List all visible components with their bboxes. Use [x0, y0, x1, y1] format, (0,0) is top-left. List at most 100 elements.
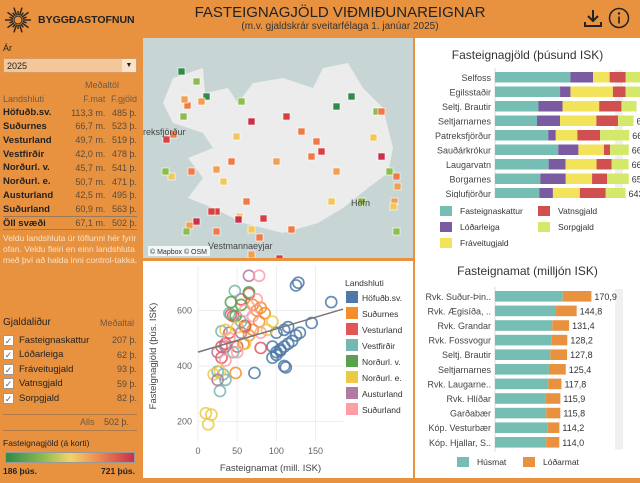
bar-segment[interactable]: [495, 72, 570, 83]
bar-segment[interactable]: [495, 306, 556, 317]
legend-label[interactable]: Suðurland: [362, 405, 401, 415]
download-icon[interactable]: [582, 7, 604, 29]
map-marker[interactable]: [276, 255, 283, 258]
bar-segment[interactable]: [550, 349, 567, 360]
map-marker[interactable]: [198, 98, 205, 105]
legend-item[interactable]: Fasteignaskattur: [440, 206, 523, 216]
fee-checkbox[interactable]: ✓: [3, 378, 14, 389]
map-marker[interactable]: [256, 234, 263, 241]
map-marker[interactable]: [238, 98, 245, 105]
legend-item[interactable]: Sorpgjald: [538, 222, 594, 232]
bar-segment[interactable]: [570, 72, 593, 83]
map-attribution[interactable]: © Mapbox © OSM: [150, 248, 207, 256]
region-row[interactable]: Norðurl. e.50,7 m.471 þ.: [3, 175, 137, 189]
bar-segment[interactable]: [552, 320, 569, 331]
bar-segment[interactable]: [495, 335, 551, 346]
bar-segment[interactable]: [593, 72, 610, 83]
scatter-point[interactable]: [230, 367, 241, 378]
scatter-point[interactable]: [203, 419, 214, 430]
bar-segment[interactable]: [626, 87, 640, 98]
bar-segment[interactable]: [613, 87, 626, 98]
legend-swatch[interactable]: [346, 339, 358, 351]
chevron-down-icon[interactable]: ▼: [122, 59, 136, 72]
bar-segment[interactable]: [599, 101, 621, 112]
bar-segment[interactable]: [558, 145, 578, 156]
map-marker[interactable]: [248, 118, 255, 125]
bar-segment[interactable]: [610, 145, 629, 156]
map-marker[interactable]: [213, 166, 220, 173]
bar-segment[interactable]: [560, 116, 596, 127]
iceland-map[interactable]: reksfjörður Höfn Vestmannaeyjar © Mapbox…: [143, 38, 413, 258]
map-marker[interactable]: [235, 216, 242, 223]
bar-segment[interactable]: [495, 437, 546, 448]
map-marker[interactable]: [243, 198, 250, 205]
region-row[interactable]: Höfuðb.sv.113,3 m.485 þ.: [3, 106, 137, 120]
map-marker[interactable]: [178, 68, 185, 75]
fee-checkbox[interactable]: ✓: [3, 349, 14, 360]
bar-segment[interactable]: [540, 174, 565, 185]
fee-checkbox[interactable]: ✓: [3, 335, 14, 346]
map-marker[interactable]: [180, 113, 187, 120]
map-marker[interactable]: [273, 158, 280, 165]
legend-swatch[interactable]: [346, 387, 358, 399]
bar-segment[interactable]: [495, 349, 550, 360]
scatter-point[interactable]: [229, 286, 240, 297]
map-marker[interactable]: [260, 215, 267, 222]
bar-segment[interactable]: [621, 101, 636, 112]
legend-swatch[interactable]: [346, 307, 358, 319]
map-marker[interactable]: [333, 103, 340, 110]
bar-segment[interactable]: [563, 291, 592, 302]
legend-swatch[interactable]: [346, 323, 358, 335]
fee-checkbox[interactable]: ✓: [3, 393, 14, 404]
bar-segment[interactable]: [566, 174, 592, 185]
bar-segment[interactable]: [566, 159, 597, 170]
map-marker[interactable]: [393, 173, 400, 180]
bar-segment[interactable]: [578, 145, 603, 156]
bar-segment[interactable]: [495, 422, 547, 433]
legend-item[interactable]: Fráveitugjald: [440, 238, 509, 248]
bar-segment[interactable]: [495, 101, 538, 112]
legend-label[interactable]: Norðurl. v.: [362, 357, 401, 367]
bar-segment[interactable]: [546, 393, 560, 404]
bar-segment[interactable]: [626, 72, 640, 83]
legend-label[interactable]: Vestfirðir: [362, 341, 395, 351]
bar-segment[interactable]: [495, 87, 560, 98]
map-marker[interactable]: [318, 148, 325, 155]
legend-label[interactable]: Höfuðb.sv.: [362, 293, 402, 303]
bar-segment[interactable]: [495, 379, 548, 390]
bar-segment[interactable]: [612, 159, 629, 170]
map-marker[interactable]: [308, 153, 315, 160]
bar-segment[interactable]: [495, 291, 563, 302]
legend-label[interactable]: Suðurnes: [362, 309, 398, 319]
bar-segment[interactable]: [551, 335, 567, 346]
bar-segment[interactable]: [495, 393, 546, 404]
map-marker[interactable]: [233, 133, 240, 140]
logo[interactable]: BYGGÐASTOFNUN: [4, 3, 154, 37]
map-marker[interactable]: [162, 168, 169, 175]
scatter-point[interactable]: [293, 277, 304, 288]
bar-segment[interactable]: [600, 130, 629, 141]
legend-item[interactable]: Húsmat: [457, 457, 506, 467]
map-marker[interactable]: [298, 128, 305, 135]
bar-segment[interactable]: [556, 306, 577, 317]
bar-segment[interactable]: [592, 174, 607, 185]
bar-segment[interactable]: [580, 188, 606, 198]
bar-segment[interactable]: [495, 130, 548, 141]
bar-segment[interactable]: [537, 116, 560, 127]
legend-label[interactable]: Vesturland: [362, 325, 402, 335]
bar-segment[interactable]: [495, 364, 549, 375]
map-marker[interactable]: [188, 168, 195, 175]
bar-segment[interactable]: [577, 130, 600, 141]
fee-checkbox[interactable]: ✓: [3, 364, 14, 375]
legend-label[interactable]: Austurland: [362, 389, 403, 399]
bar-segment[interactable]: [548, 130, 556, 141]
map-marker[interactable]: [193, 218, 200, 225]
legend-swatch[interactable]: [346, 403, 358, 415]
bar-segment[interactable]: [597, 159, 612, 170]
bar-segment[interactable]: [546, 408, 560, 419]
